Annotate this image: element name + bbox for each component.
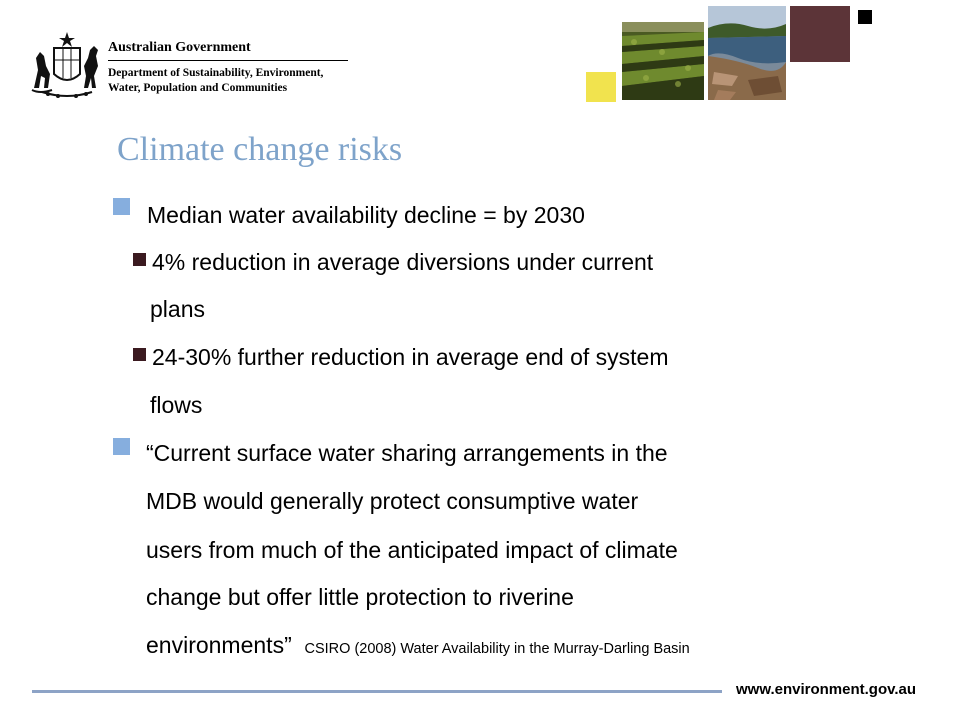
quote-text: environments” (146, 632, 292, 658)
crop-field-photo (622, 22, 704, 100)
maroon-accent-square (790, 6, 850, 62)
quote-text: change but offer little protection to ri… (146, 584, 574, 610)
quote-text: users from much of the anticipated impac… (146, 537, 678, 563)
government-text-block: Australian Government Department of Sust… (108, 40, 358, 96)
bullet-marker-level1 (113, 438, 130, 455)
quote-text-last: environments” CSIRO (2008) Water Availab… (146, 632, 690, 662)
slide-title: Climate change risks (117, 131, 403, 168)
footer-divider (32, 690, 722, 693)
department-name-line2: Water, Population and Communities (108, 82, 288, 94)
coat-of-arms-icon (31, 32, 98, 98)
bullet-text-continuation: flows (150, 392, 203, 418)
bullet-marker-level2 (133, 253, 146, 266)
yellow-accent-square (586, 72, 616, 102)
government-title: Australian Government (108, 40, 251, 55)
river-photo (708, 6, 786, 100)
bullet-marker-level2 (133, 348, 146, 361)
citation: CSIRO (2008) Water Availability in the M… (304, 641, 690, 657)
government-logo: Australian Government Department of Sust… (28, 26, 358, 106)
bullet-text: Median water availability decline = by 2… (147, 202, 585, 228)
black-accent-square (858, 10, 872, 24)
bullet-text-continuation: plans (150, 296, 205, 322)
website-link[interactable]: www.environment.gov.au (736, 681, 917, 698)
bullet-marker-level1 (113, 198, 130, 215)
bullet-text: 4% reduction in average diversions under… (152, 249, 654, 275)
bullet-text: 24-30% further reduction in average end … (152, 344, 669, 370)
quote-text: “Current surface water sharing arrangeme… (146, 440, 668, 466)
government-divider (108, 60, 348, 61)
quote-text: MDB would generally protect consumptive … (146, 488, 639, 514)
department-name-line1: Department of Sustainability, Environmen… (108, 67, 324, 79)
